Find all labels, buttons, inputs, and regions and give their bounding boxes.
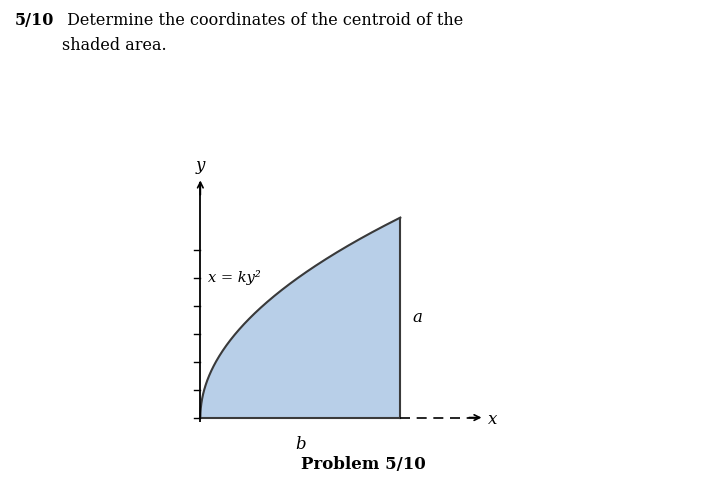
Polygon shape: [200, 217, 400, 418]
Text: Problem 5/10: Problem 5/10: [301, 457, 425, 473]
Text: shaded area.: shaded area.: [62, 37, 166, 54]
Text: 5/10: 5/10: [15, 12, 54, 29]
Text: x: x: [489, 411, 497, 428]
Text: y: y: [196, 157, 205, 174]
Text: x = ky²: x = ky²: [208, 270, 261, 285]
Text: a: a: [412, 309, 423, 326]
Text: Determine the coordinates of the centroid of the: Determine the coordinates of the centroi…: [62, 12, 463, 29]
Text: b: b: [295, 435, 306, 453]
